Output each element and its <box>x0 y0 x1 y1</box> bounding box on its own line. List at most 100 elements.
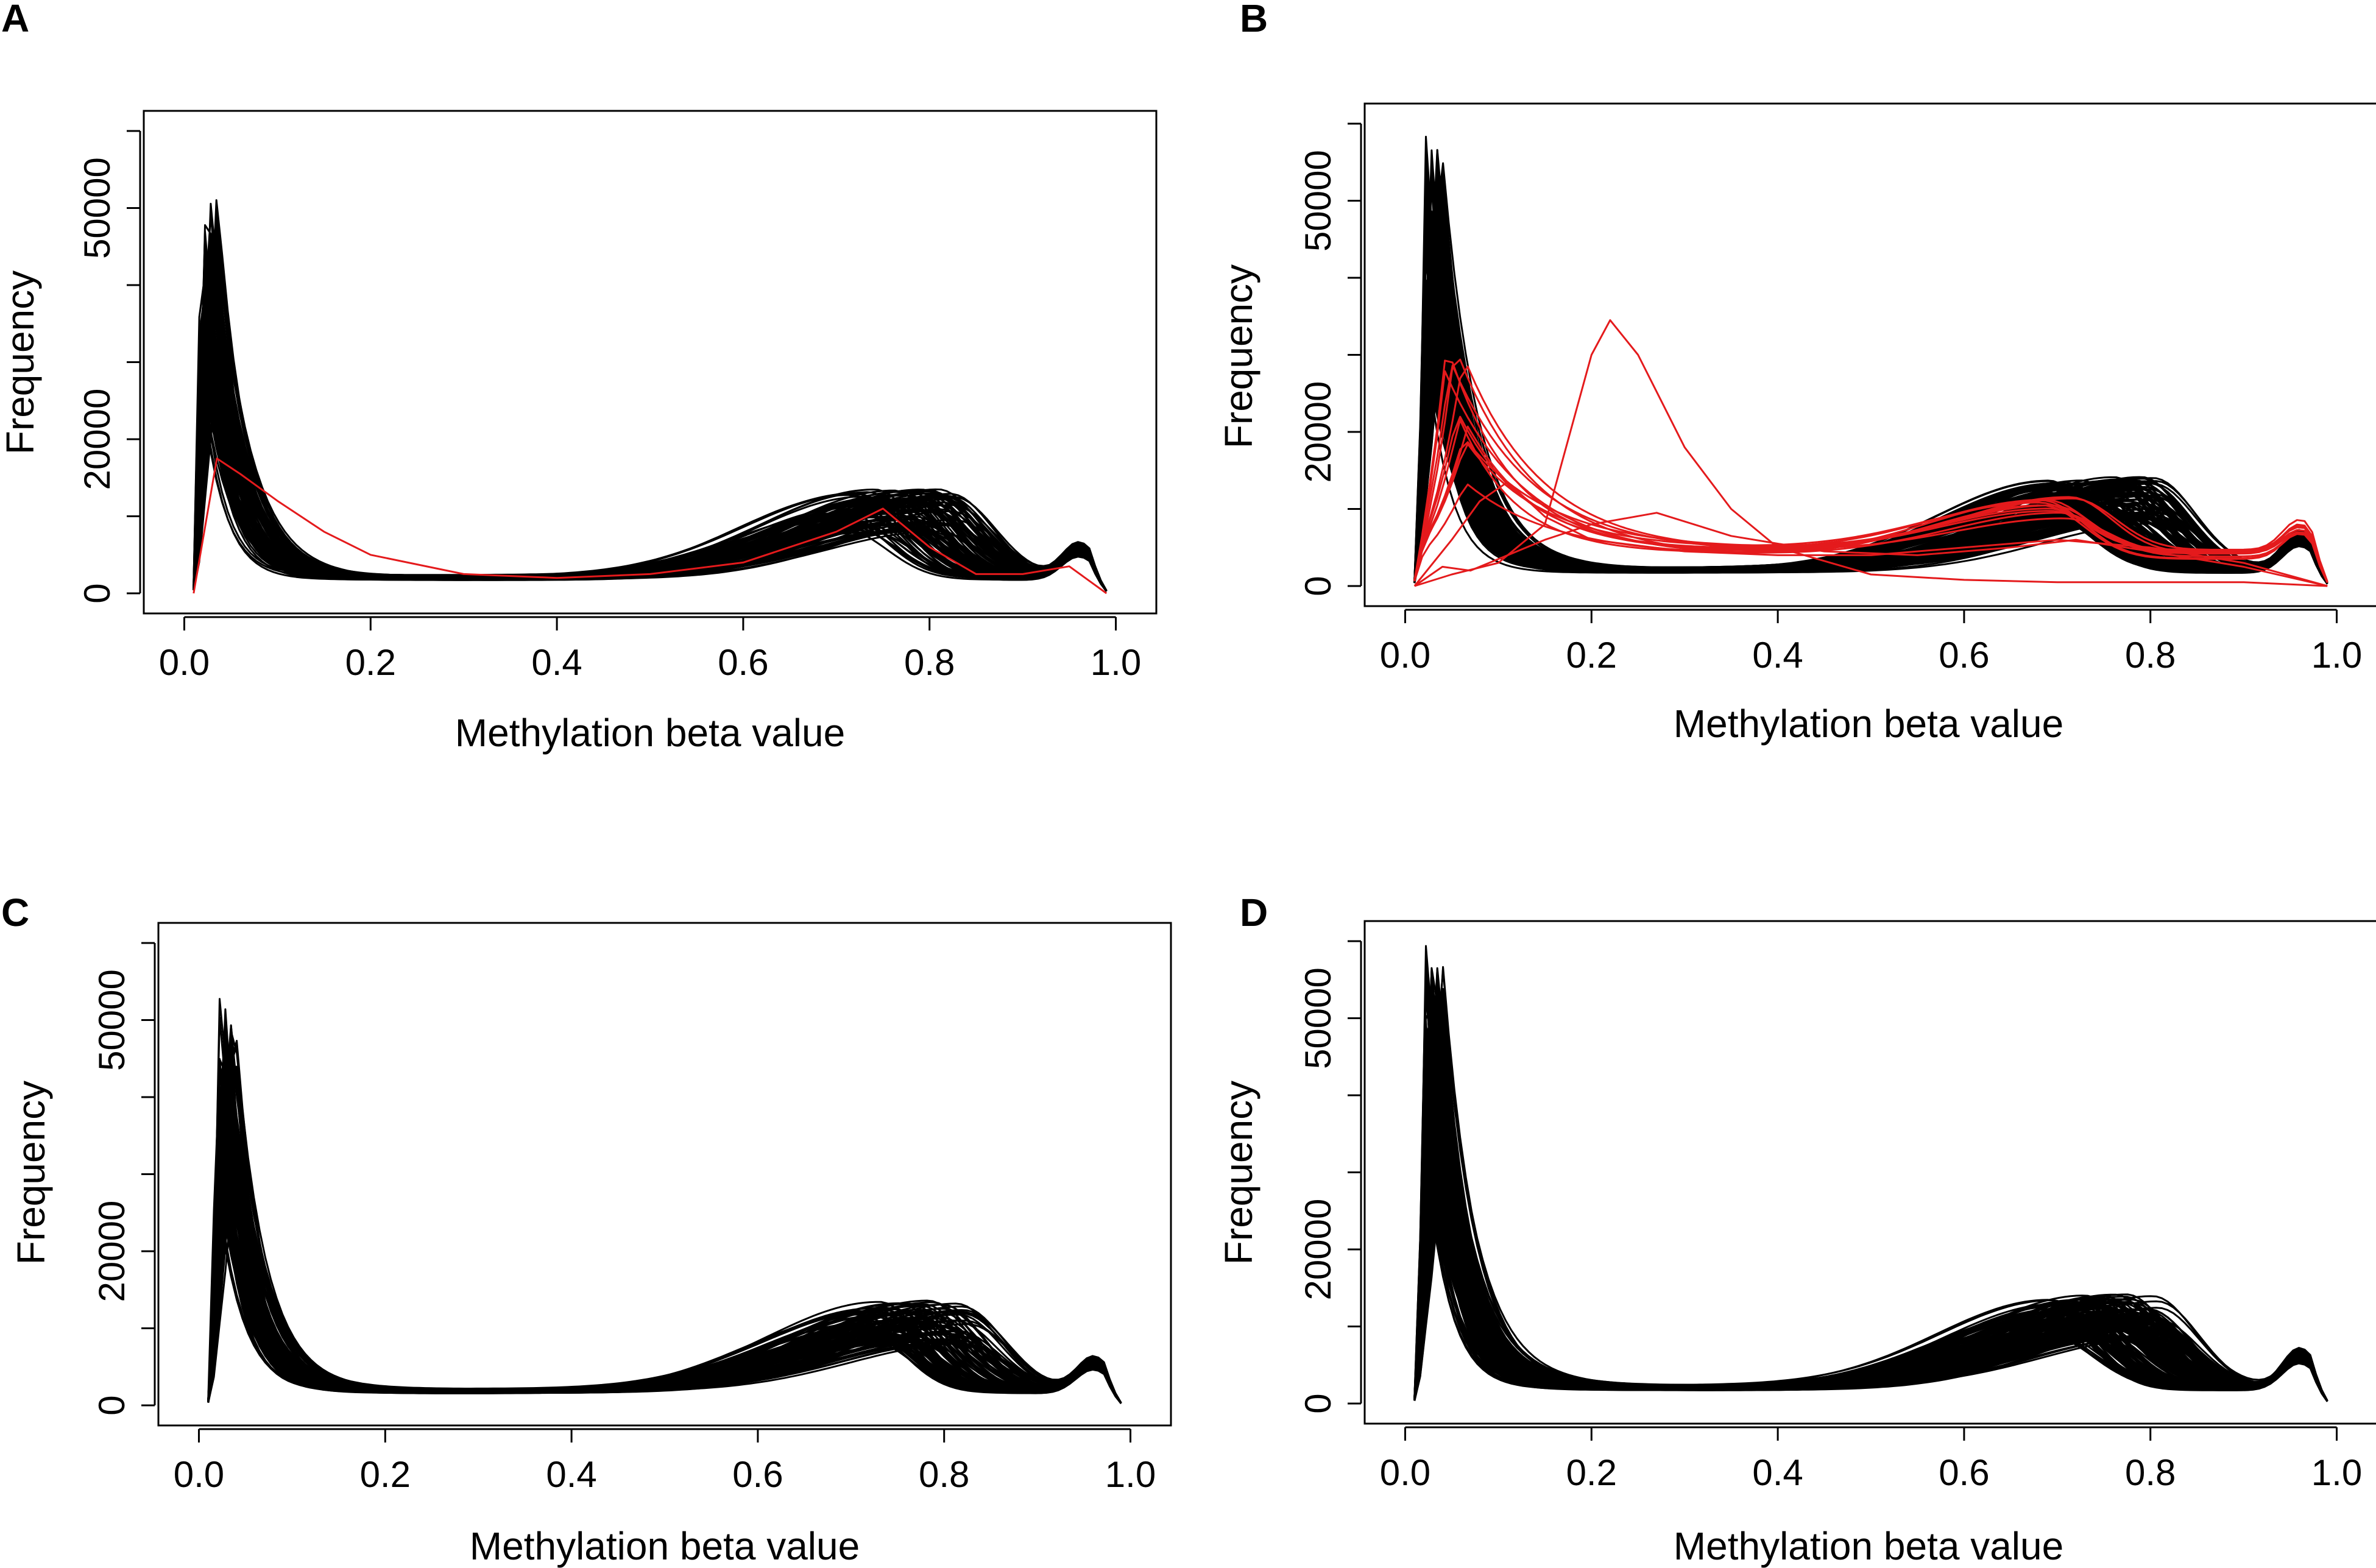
sample-curve <box>193 310 1108 592</box>
y-tick-label: 0 <box>77 583 118 603</box>
x-tick-label: 0.6 <box>732 1454 783 1495</box>
plot-frame <box>143 110 1158 615</box>
sample-curve <box>1413 945 2328 1402</box>
x-tick-label: 1.0 <box>1091 642 1141 683</box>
sample-curve <box>1413 972 2328 1402</box>
x-tick-label: 0.4 <box>546 1454 596 1495</box>
x-tick-label: 1.0 <box>2311 1452 2362 1493</box>
y-tick-label: 20000 <box>1298 1199 1338 1301</box>
sample-curve <box>207 1058 1122 1404</box>
panel-b: B 0.0 0.2 0.4 0.6 0.8 1.0 0 20000 50000 Frequenc… <box>1217 0 2376 746</box>
x-tick-label: 0.0 <box>1380 1452 1430 1493</box>
x-tick-label: 0.2 <box>1566 635 1617 676</box>
sample-curve <box>1413 230 2328 585</box>
sample-curve <box>1413 1050 2328 1402</box>
panel-label-d: D <box>1240 891 1268 934</box>
plot-frame <box>1363 102 2376 607</box>
sample-curve <box>1413 261 2328 585</box>
sample-curve <box>207 1065 1122 1404</box>
x-tick-label: 0.2 <box>1566 1452 1617 1493</box>
x-tick-label: 0.0 <box>1380 635 1430 676</box>
y-tick-label: 50000 <box>91 969 132 1071</box>
sample-curve <box>1413 1133 2328 1402</box>
x-tick-label: 0.8 <box>2125 635 2176 676</box>
x-tick-label: 1.0 <box>1105 1454 1156 1495</box>
y-tick-label: 50000 <box>1298 150 1338 252</box>
sample-curve <box>193 311 1108 592</box>
plot-frame <box>1363 920 2376 1425</box>
panel-d-plot: 0.0 0.2 0.4 0.6 0.8 1.0 0 20000 50000 <box>1298 920 2376 1493</box>
y-tick-label: 50000 <box>77 157 118 259</box>
panel-label-a: A <box>1 0 29 40</box>
panel-a-ylabel: Frequency <box>0 270 42 454</box>
panel-a-plot: 0.0 0.2 0.4 0.6 0.8 1.0 0 20000 50000 <box>77 110 1158 683</box>
panel-a: A 0.0 0.2 0.4 0.6 0.8 1.0 0 20000 50000 Frequenc… <box>0 0 1158 755</box>
outlier-curves <box>1413 319 2328 587</box>
panel-c-xlabel: Methylation beta value <box>470 1524 860 1568</box>
sample-curve <box>193 308 1108 592</box>
sample-curve <box>1413 964 2328 1402</box>
y-tick-label: 0 <box>1298 576 1338 596</box>
sample-curve <box>207 1058 1122 1404</box>
outlier-curve <box>1413 512 2328 587</box>
panel-a-xlabel: Methylation beta value <box>455 711 845 755</box>
sample-curve <box>1413 235 2328 584</box>
sample-curve <box>1413 971 2328 1402</box>
y-tick-label: 20000 <box>91 1201 132 1302</box>
outlier-curve <box>1414 319 2328 587</box>
sample-curve <box>1413 1028 2328 1402</box>
sample-curve <box>1413 966 2328 1402</box>
x-tick-label: 0.2 <box>360 1454 411 1495</box>
panel-d-ylabel: Frequency <box>1217 1081 1260 1265</box>
sample-curve <box>1413 1121 2328 1402</box>
sample-curve <box>1413 968 2328 1402</box>
x-tick-label: 0.0 <box>174 1454 224 1495</box>
y-tick-label: 0 <box>1298 1393 1338 1413</box>
x-tick-label: 0.6 <box>718 642 768 683</box>
plot-frame <box>157 922 1172 1427</box>
x-tick-label: 0.4 <box>1752 635 1803 676</box>
sample-curve <box>193 323 1108 592</box>
sample-curve <box>193 364 1108 592</box>
sample-curve <box>193 378 1108 592</box>
sample-curves <box>193 199 1108 592</box>
outlier-curve <box>1413 425 2328 583</box>
panel-b-xlabel: Methylation beta value <box>1674 702 2063 746</box>
outlier-curve <box>193 457 1108 595</box>
sample-curve <box>1413 1015 2328 1402</box>
panel-d-xlabel: Methylation beta value <box>1674 1524 2063 1568</box>
panel-c: C 0.0 0.2 0.4 0.6 0.8 1.0 0 20000 50000 Frequenc… <box>1 891 1172 1568</box>
y-tick-label: 0 <box>91 1395 132 1415</box>
outlier-curve <box>1413 441 2328 582</box>
x-tick-label: 1.0 <box>2311 635 2362 676</box>
sample-curve <box>193 310 1108 592</box>
x-tick-label: 0.4 <box>1752 1452 1803 1493</box>
sample-curve <box>1413 970 2328 1402</box>
sample-curve <box>1413 275 2328 585</box>
x-tick-label: 0.6 <box>1939 635 1989 676</box>
sample-curve <box>207 1180 1122 1404</box>
x-tick-label: 0.8 <box>904 642 955 683</box>
sample-curve <box>1413 968 2328 1402</box>
y-tick-label: 20000 <box>77 389 118 490</box>
sample-curve <box>193 199 1108 592</box>
sample-curve <box>193 249 1108 592</box>
sample-curves <box>207 998 1122 1404</box>
sample-curve <box>1413 179 2328 585</box>
panel-d: D 0.0 0.2 0.4 0.6 0.8 1.0 0 20000 50000 Frequenc… <box>1217 891 2376 1568</box>
x-tick-label: 0.8 <box>919 1454 969 1495</box>
panel-c-plot: 0.0 0.2 0.4 0.6 0.8 1.0 0 20000 50000 <box>91 922 1172 1495</box>
sample-curve <box>207 1059 1122 1404</box>
outlier-curves <box>193 457 1108 595</box>
sample-curve <box>1413 973 2328 1402</box>
sample-curve <box>1413 967 2328 1402</box>
sample-curves <box>1413 945 2328 1402</box>
panel-b-ylabel: Frequency <box>1217 264 1260 448</box>
x-tick-label: 0.0 <box>159 642 210 683</box>
panel-b-plot: 0.0 0.2 0.4 0.6 0.8 1.0 0 20000 50000 <box>1298 102 2376 676</box>
x-tick-label: 0.4 <box>531 642 582 683</box>
x-tick-label: 0.8 <box>2125 1452 2176 1493</box>
y-tick-label: 50000 <box>1298 967 1338 1069</box>
x-tick-label: 0.2 <box>345 642 396 683</box>
